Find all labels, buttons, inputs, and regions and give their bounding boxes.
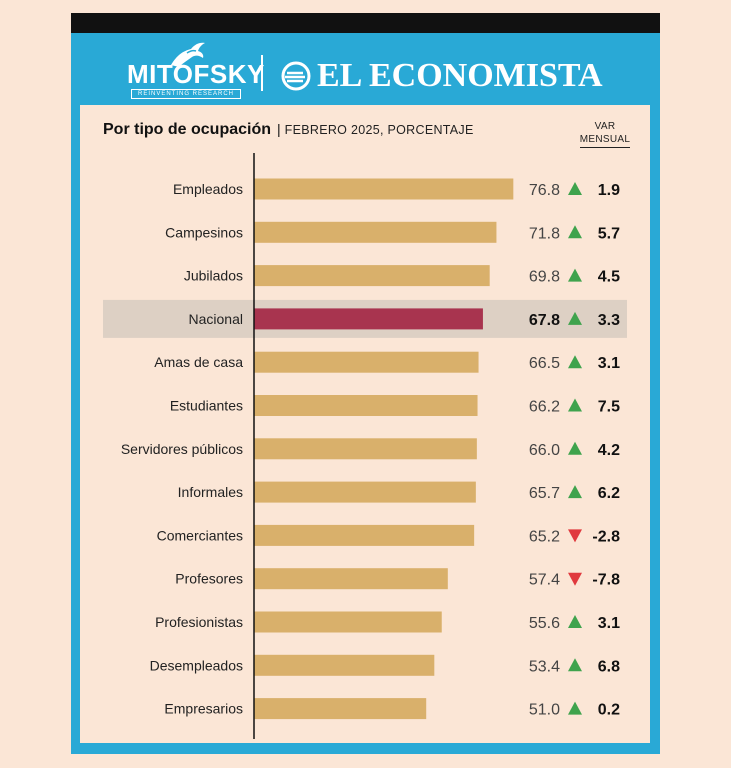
category-label: Nacional xyxy=(189,311,243,327)
up-arrow-icon xyxy=(568,355,582,369)
category-label: Empresarios xyxy=(164,701,243,717)
change-label: 6.8 xyxy=(598,658,620,675)
bar-desempleados xyxy=(254,654,435,676)
category-label: Profesionistas xyxy=(155,614,243,630)
change-label: 0.2 xyxy=(598,702,620,719)
up-arrow-icon xyxy=(568,441,582,455)
change-label: 6.2 xyxy=(598,485,620,502)
up-arrow-icon xyxy=(568,615,582,628)
change-label: 3.1 xyxy=(598,355,620,372)
value-label: 65.7 xyxy=(529,485,560,502)
category-label: Jubilados xyxy=(184,268,243,284)
bar-campesinos xyxy=(254,221,497,243)
up-arrow-icon xyxy=(568,398,582,412)
up-arrow-icon xyxy=(568,225,582,239)
value-label: 51.0 xyxy=(529,702,560,719)
change-label: 4.5 xyxy=(598,269,620,286)
up-arrow-icon xyxy=(568,311,582,325)
category-label: Informales xyxy=(178,484,243,500)
chart-panel: Por tipo de ocupación | FEBRERO 2025, PORC… xyxy=(80,105,650,743)
value-label: 66.5 xyxy=(529,355,560,372)
category-label: Servidores públicos xyxy=(121,441,243,457)
category-label: Campesinos xyxy=(165,224,243,240)
category-label: Comerciantes xyxy=(157,527,243,543)
category-label: Empleados xyxy=(173,181,243,197)
change-label: -7.8 xyxy=(592,572,620,589)
up-arrow-icon xyxy=(568,485,582,499)
bar-profesionistas xyxy=(254,611,442,633)
mitofsky-name: MITOFSKY xyxy=(127,59,265,89)
bar-empleados xyxy=(254,178,514,200)
change-label: 1.9 xyxy=(598,182,620,199)
chart-title-block: Por tipo de ocupación | FEBRERO 2025, PORC… xyxy=(103,121,474,139)
header-divider xyxy=(261,55,263,91)
up-arrow-icon xyxy=(568,268,582,282)
bar-servidores-publicos xyxy=(254,438,477,460)
change-label: 3.3 xyxy=(598,312,620,329)
change-label: -2.8 xyxy=(592,528,620,545)
change-header-line2: MENSUAL xyxy=(579,133,631,148)
category-label: Amas de casa xyxy=(154,354,243,370)
globe-icon xyxy=(281,61,311,91)
value-label: 66.0 xyxy=(529,442,560,459)
up-arrow-icon xyxy=(568,182,582,195)
infographic-frame: MITOFSKY REINVENTING RESEARCH EL ECONOMI… xyxy=(71,33,660,754)
header: MITOFSKY REINVENTING RESEARCH EL ECONOMI… xyxy=(71,33,660,105)
bar-comerciantes xyxy=(254,524,475,546)
bar-chart: Empleados 76.8 1.9 Campesinos 71.8 5.7 Jubilad… xyxy=(103,153,627,739)
horse-icon xyxy=(171,42,205,67)
value-label: 76.8 xyxy=(529,182,560,199)
value-label: 66.2 xyxy=(529,399,560,416)
bar-informales xyxy=(254,481,476,503)
up-arrow-icon xyxy=(568,658,582,672)
value-label: 67.8 xyxy=(529,312,560,329)
mitofsky-logo: MITOFSKY REINVENTING RESEARCH xyxy=(127,41,264,99)
chart-title: Por tipo de ocupación xyxy=(103,121,272,138)
bar-profesores xyxy=(254,568,448,590)
mitofsky-tagline: REINVENTING RESEARCH xyxy=(131,89,241,99)
bar-nacional xyxy=(254,308,483,330)
change-label: 4.2 xyxy=(598,442,620,459)
up-arrow-icon xyxy=(568,701,582,715)
change-column-header: VAR MENSUAL xyxy=(570,120,640,148)
change-label: 7.5 xyxy=(598,399,620,416)
value-label: 53.4 xyxy=(529,658,560,675)
top-bar xyxy=(71,13,660,33)
bar-jubilados xyxy=(254,265,490,287)
value-label: 71.8 xyxy=(529,225,560,242)
category-label: Estudiantes xyxy=(170,398,243,414)
chart-subtitle: FEBRERO 2025, PORCENTAJE xyxy=(284,123,474,137)
category-label: Profesores xyxy=(175,571,243,587)
bar-estudiantes xyxy=(254,395,478,416)
category-label: Desempleados xyxy=(150,657,243,673)
change-label: 3.1 xyxy=(598,615,620,632)
change-label: 5.7 xyxy=(598,225,620,242)
bar-empresarios xyxy=(254,698,427,720)
bar-amas-de-casa xyxy=(254,351,479,373)
value-label: 65.2 xyxy=(529,528,560,545)
title-separator: | xyxy=(277,121,281,137)
el-economista-name: EL ECONOMISTA xyxy=(317,57,603,94)
value-label: 57.4 xyxy=(529,572,560,589)
change-header-line1: VAR xyxy=(594,121,616,132)
value-label: 69.8 xyxy=(529,269,560,286)
down-arrow-icon xyxy=(568,572,582,586)
value-label: 55.6 xyxy=(529,615,560,632)
down-arrow-icon xyxy=(568,529,582,543)
